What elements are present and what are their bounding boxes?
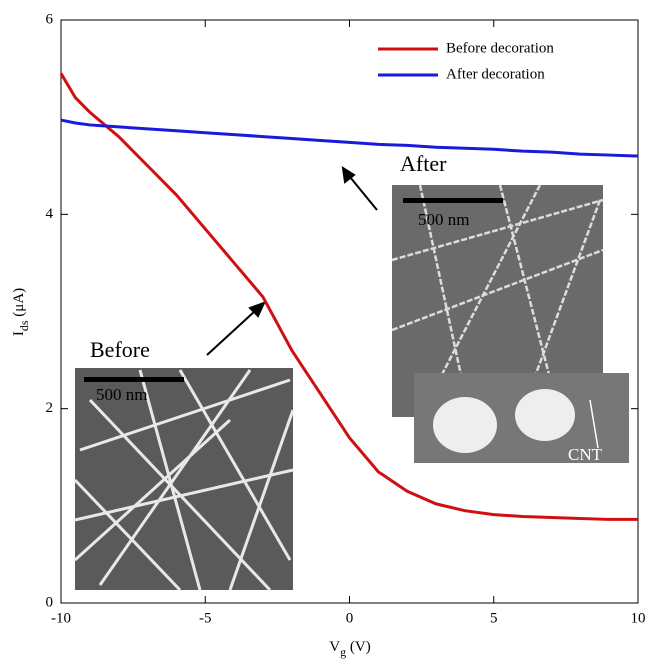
annotation: Before <box>90 337 150 362</box>
annotation: 500 nm <box>418 210 469 229</box>
x-tick-label: 10 <box>631 610 646 626</box>
annotation: CNT <box>568 445 603 464</box>
x-label-main: V <box>329 639 340 655</box>
annotation: After <box>400 151 447 176</box>
legend-label: Before decoration <box>446 40 554 56</box>
y-label-rest: (μA) <box>11 288 27 321</box>
y-tick-label: 0 <box>46 594 54 610</box>
chart: Before 500 nm After 500 nm CNT Vg (V) Id… <box>0 0 649 663</box>
x-axis-label: Vg (V) <box>329 639 370 658</box>
y-tick-label: 4 <box>46 206 54 222</box>
y-tick-label: 6 <box>46 11 54 27</box>
data-line <box>61 120 638 156</box>
x-tick-label: 5 <box>490 610 498 626</box>
legend-label: After decoration <box>446 66 545 82</box>
x-label-rest: (V) <box>346 639 371 655</box>
y-tick-label: 2 <box>46 400 54 416</box>
x-tick-label: 0 <box>346 610 354 626</box>
y-label-sub: ds <box>17 320 31 331</box>
x-tick-label: -10 <box>51 610 71 626</box>
y-axis-label: Ids (μA) <box>11 288 30 336</box>
x-tick-label: -5 <box>199 610 212 626</box>
annotation: 500 nm <box>96 385 147 404</box>
